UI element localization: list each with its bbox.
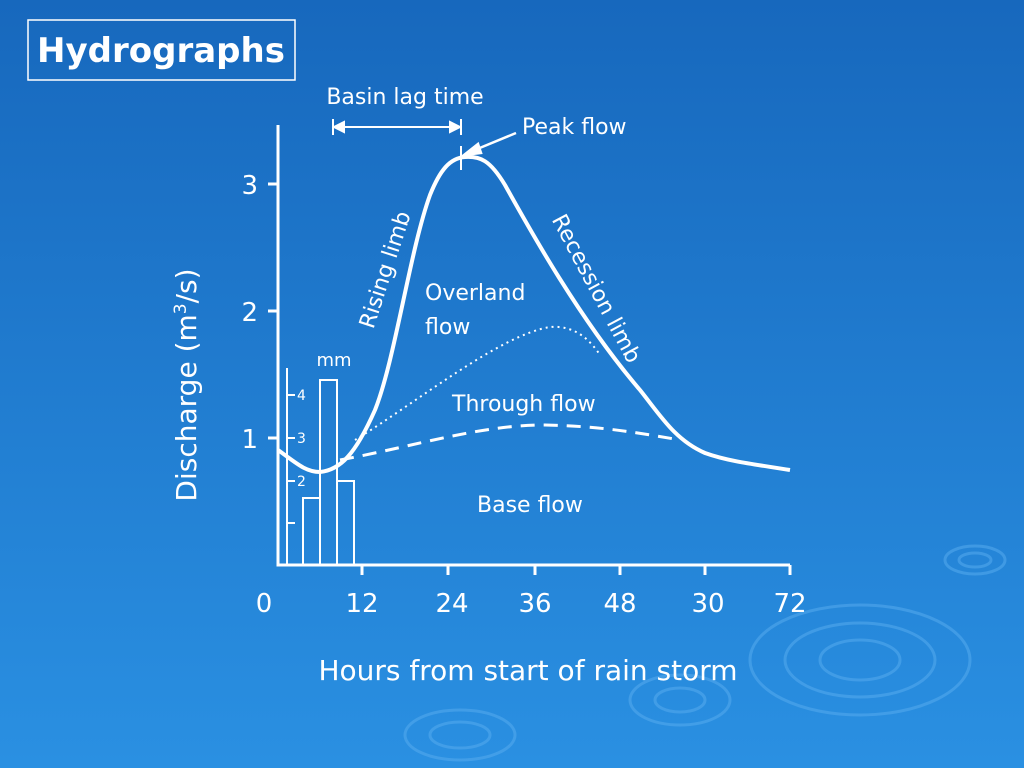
overland-label: flow	[425, 315, 470, 340]
ripples	[403, 544, 1007, 762]
x-axis-label: Hours from start of rain storm	[318, 654, 737, 687]
x-tick-label: 0	[256, 589, 273, 619]
through-flow-curve	[354, 325, 601, 441]
through-flow-label: Through flow	[451, 392, 596, 417]
y-label-part: Discharge (m	[170, 314, 203, 501]
base-flow-label: Base flow	[477, 493, 583, 518]
y-tick-label: 3	[241, 171, 258, 201]
y-tick-label: 1	[241, 425, 258, 455]
title: Hydrographs	[37, 31, 285, 71]
rain-unit: mm	[316, 350, 351, 371]
peak-label: Peak flow	[522, 115, 627, 140]
y-axis-label: Discharge (m3/s)	[170, 268, 203, 501]
x-tick-label: 12	[345, 589, 378, 619]
rain-tick-label: 2	[297, 474, 306, 490]
y-ticks: 1 2 3	[241, 171, 258, 455]
y-label-part: /s)	[170, 268, 203, 303]
title-box	[27, 19, 296, 81]
x-tick-label: 36	[518, 589, 551, 619]
hydrograph-curve	[276, 154, 791, 475]
y-label-sup: 3	[171, 303, 191, 314]
y-tick-label: 2	[241, 298, 258, 328]
ticks	[268, 182, 792, 575]
basin-lag-label: Basin lag time	[326, 85, 483, 110]
peak-arrow	[459, 131, 517, 157]
overland-label: Overland	[425, 281, 525, 306]
x-tick-label: 24	[435, 589, 468, 619]
x-tick-label: 48	[603, 589, 636, 619]
rain-ticks: 4 3 2	[297, 388, 306, 490]
rain-tick-label: 3	[297, 431, 306, 447]
basin-lag-arrow	[331, 119, 463, 170]
base-flow-curve	[339, 423, 681, 462]
x-ticks: 0 12 24 36 48 30 72	[256, 589, 807, 619]
rain-tick-label: 4	[297, 388, 306, 404]
x-tick-label: 72	[773, 589, 806, 619]
x-tick-label: 30	[691, 589, 724, 619]
